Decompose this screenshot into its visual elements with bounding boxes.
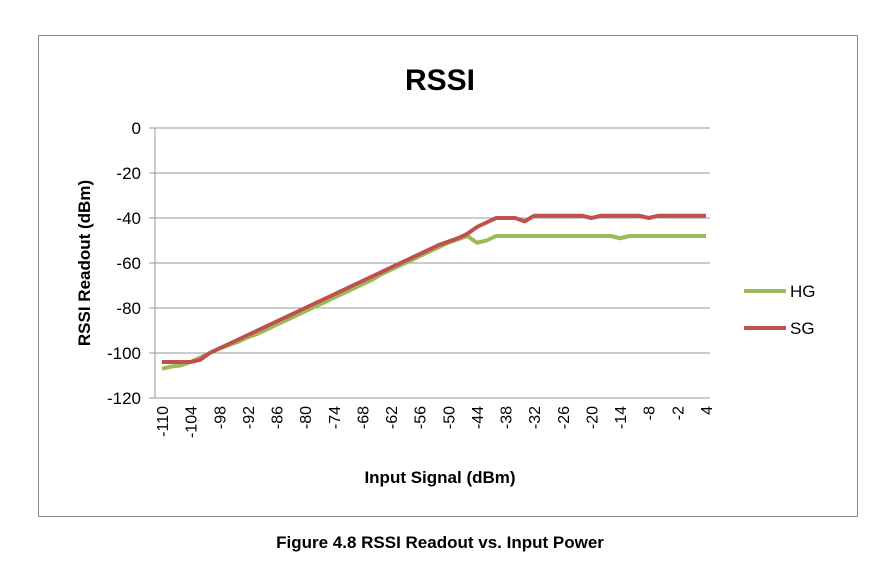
y-tick-label: -80 <box>116 299 141 318</box>
x-tick-label: -86 <box>270 406 287 429</box>
x-axis-label: Input Signal (dBm) <box>364 468 515 487</box>
x-tick-label: -20 <box>584 406 601 429</box>
x-tick-label: -74 <box>327 406 344 429</box>
series-line-sg <box>162 213 706 364</box>
legend-label-sg: SG <box>790 319 815 338</box>
figure-caption: Figure 4.8 RSSI Readout vs. Input Power <box>276 533 604 552</box>
x-tick-label: -44 <box>470 406 487 429</box>
x-tick-label: -2 <box>670 406 687 420</box>
y-tick-label: -120 <box>107 389 141 408</box>
y-tick-label: -60 <box>116 254 141 273</box>
y-tick-label: -20 <box>116 164 141 183</box>
x-tick-label: -32 <box>527 406 544 429</box>
x-tick-label: -38 <box>499 406 516 429</box>
x-tick-label: -62 <box>384 406 401 429</box>
chart-frame <box>38 35 858 517</box>
y-axis-label: RSSI Readout (dBm) <box>75 180 94 346</box>
x-tick-label: -14 <box>613 406 630 429</box>
x-tick-label: -50 <box>441 406 458 429</box>
x-tick-label: -98 <box>212 406 229 429</box>
x-tick-label: -8 <box>642 406 659 420</box>
chart-title: RSSI <box>405 64 475 97</box>
y-tick-label: 0 <box>132 119 141 138</box>
x-tick-label: -26 <box>556 406 573 429</box>
x-tick-label: -56 <box>413 406 430 429</box>
y-tick-label: -100 <box>107 344 141 363</box>
x-tick-label: -92 <box>241 406 258 429</box>
x-tick-label: 4 <box>699 406 716 415</box>
x-tick-label: -80 <box>298 406 315 429</box>
x-tick-label: -110 <box>155 406 172 437</box>
x-tick-label: -68 <box>355 406 372 429</box>
y-tick-label: -40 <box>116 209 141 228</box>
series-line-hg <box>161 234 706 371</box>
legend-label-hg: HG <box>790 282 816 301</box>
x-tick-label: -104 <box>184 406 201 438</box>
